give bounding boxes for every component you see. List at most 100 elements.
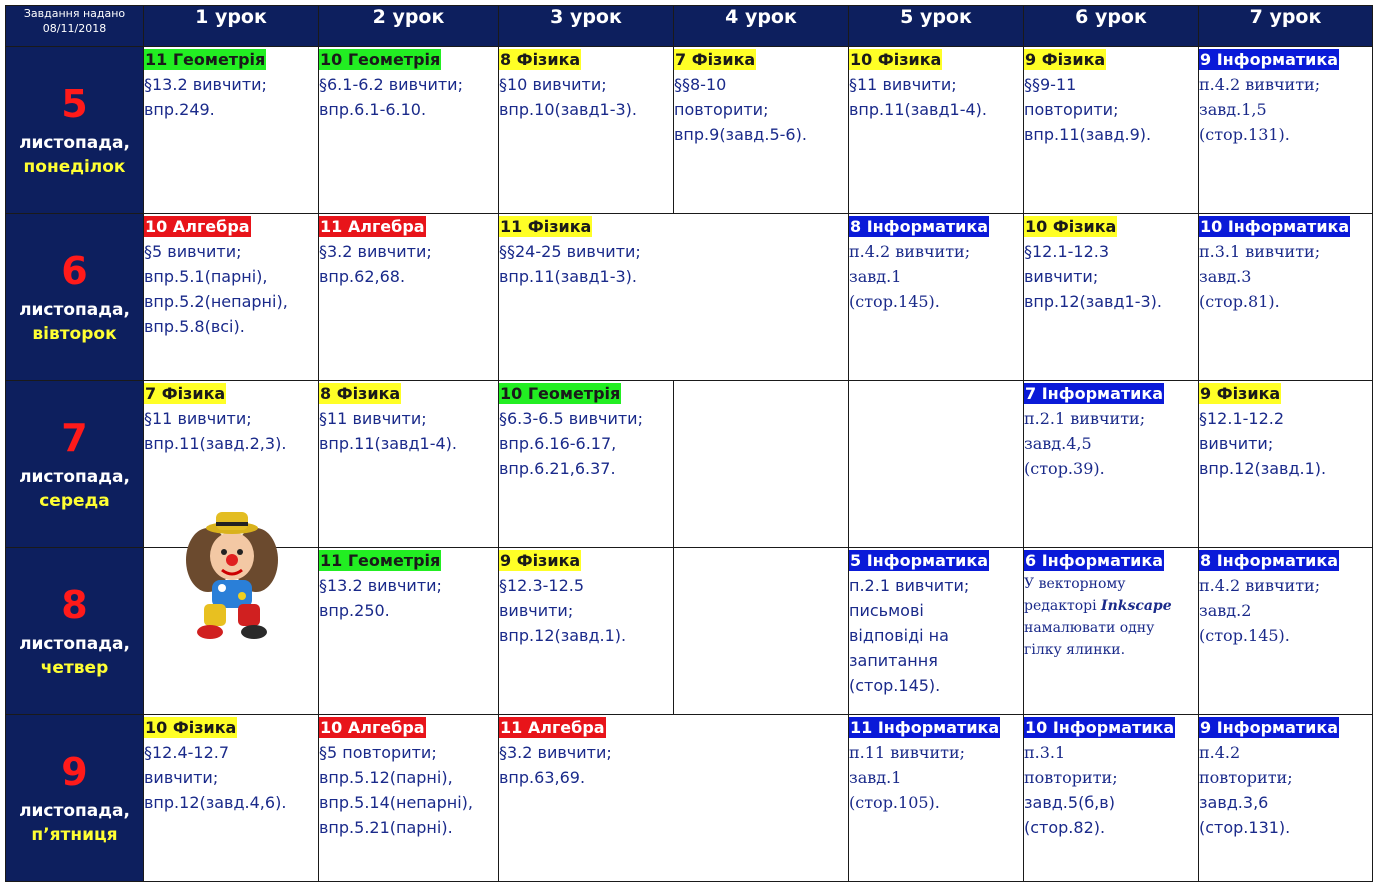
day-number: 5 <box>61 82 88 126</box>
subject-label: 11 Геометрія <box>319 550 442 571</box>
lesson-header-1: 1 урок <box>143 5 319 47</box>
homework-cell: 6 Інформатика У векторному редакторі Inks… <box>1023 547 1199 715</box>
day-month: листопада, <box>19 300 130 320</box>
homework-cell: 10 Фізика §12.1-12.3 вивчити; впр.12(завд… <box>1023 213 1199 381</box>
day-name: середа <box>39 491 110 511</box>
lesson-header-3: 3 урок <box>498 5 674 47</box>
subject-label: 7 Інформатика <box>1024 383 1165 404</box>
homework-text-part: завд.3,6 (стор.131). <box>1199 793 1291 837</box>
subject-label: 8 Фізика <box>499 49 582 70</box>
day-number: 7 <box>61 416 88 460</box>
day-label: 7 листопада, середа <box>5 380 144 548</box>
homework-text-part: У векторному редакторі <box>1024 576 1126 614</box>
lesson-header-7: 7 урок <box>1198 5 1373 47</box>
homework-cell: 10 Інформатика п.3.1 повторити; завд.5(б,… <box>1023 714 1199 882</box>
subject-label: 11 Фізика <box>499 216 593 237</box>
subject-label: 10 Інформатика <box>1024 717 1176 738</box>
homework-cell: 9 Інформатика п.4.2 вивчити; завд.1,5 (ст… <box>1198 46 1373 214</box>
homework-cell: 8 Фізика §11 вивчити; впр.11(завд1-4). <box>318 380 499 548</box>
homework-text: §6.3-6.5 вивчити; впр.6.16-6.17, впр.6.2… <box>499 409 643 478</box>
homework-text: п.4.2 вивчити; завд.1 (стор.145). <box>849 242 971 311</box>
day-row-wednesday: 7 листопада, середа 7 Фізика §11 вивчити;… <box>5 380 1373 548</box>
subject-label: 10 Фізика <box>1024 216 1118 237</box>
homework-text: п.11 вивчити; завд.1 (стор.105). <box>849 743 966 812</box>
day-name: четвер <box>40 658 109 678</box>
subject-label: 10 Інформатика <box>1199 216 1351 237</box>
subject-label: 7 Фізика <box>674 49 757 70</box>
homework-cell: 10 Геометрія §6.1-6.2 вивчити; впр.6.1-6.… <box>318 46 499 214</box>
day-name: понеділок <box>23 157 126 177</box>
subject-label: 10 Алгебра <box>319 717 426 738</box>
empty-cell <box>673 380 849 548</box>
day-month: листопада, <box>19 801 130 821</box>
homework-text: п.3.1 повторити; завд.5(б,в) (стор.82). <box>1024 740 1198 840</box>
subject-label: 11 Геометрія <box>144 49 267 70</box>
homework-cell: 11 Алгебра §3.2 вивчити; впр.63,69. <box>498 714 849 882</box>
day-name: п’ятниця <box>31 825 118 845</box>
subject-label: 10 Фізика <box>144 717 238 738</box>
day-label: 5 листопада, понеділок <box>5 46 144 214</box>
subject-label: 5 Інформатика <box>849 550 990 571</box>
homework-cell: 9 Інформатика п.4.2 повторити; завд.3,6 (… <box>1198 714 1373 882</box>
day-label: 6 листопада, вівторок <box>5 213 144 381</box>
homework-text: §§9-11 повторити; впр.11(завд.9). <box>1024 75 1152 144</box>
homework-text: §10 вивчити; впр.10(завд1-3). <box>499 75 638 119</box>
homework-cell: 9 Фізика §12.3-12.5 вивчити; впр.12(завд.… <box>498 547 674 715</box>
subject-label: 10 Геометрія <box>319 49 442 70</box>
homework-text: §§8-10 повторити; впр.9(завд.5-6). <box>674 75 807 144</box>
homework-text: У векторному редакторі Inkscape намалюва… <box>1024 573 1198 661</box>
homework-cell: 10 Геометрія §6.3-6.5 вивчити; впр.6.16-6… <box>498 380 674 548</box>
homework-cell: 5 Інформатика п.2.1 вивчити; письмові від… <box>848 547 1024 715</box>
homework-text: §13.2 вивчити; впр.250. <box>319 576 442 620</box>
day-label: 9 листопада, п’ятниця <box>5 714 144 882</box>
subject-label: 9 Фізика <box>1024 49 1107 70</box>
subject-label: 6 Інформатика <box>1024 550 1165 571</box>
day-row-monday: 5 листопада, понеділок 11 Геометрія §13.2… <box>5 46 1373 214</box>
empty-cell <box>848 380 1024 548</box>
homework-text: §11 вивчити; впр.11(завд.2,3). <box>144 409 287 453</box>
homework-cell: 9 Фізика §§9-11 повторити; впр.11(завд.9)… <box>1023 46 1199 214</box>
homework-cell: 10 Фізика §11 вивчити; впр.11(завд1-4). <box>848 46 1024 214</box>
homework-text-part: намалювати одну гілку ялинки. <box>1024 620 1155 658</box>
app-name: Inkscape <box>1101 598 1172 614</box>
homework-text-part: п.3.1 повторити; <box>1024 743 1118 787</box>
assigned-date-label: Завдання надано 08/11/2018 <box>5 5 144 47</box>
subject-label: 10 Фізика <box>849 49 943 70</box>
homework-table: Завдання надано 08/11/2018 1 урок 2 урок… <box>5 5 1373 882</box>
subject-label: 8 Інформатика <box>849 216 990 237</box>
homework-cell: 10 Алгебра §5 повторити; впр.5.12(парні),… <box>318 714 499 882</box>
subject-label: 11 Алгебра <box>499 717 606 738</box>
homework-text: §12.4-12.7 вивчити; впр.12(завд.4,6). <box>144 743 287 812</box>
day-row-thursday: 8 листопада, четвер 11 Геометрія §13.2 ви… <box>5 547 1373 715</box>
day-number: 8 <box>61 583 88 627</box>
homework-text: §12.1-12.2 вивчити; впр.12(завд.1). <box>1199 409 1327 478</box>
homework-text: §12.3-12.5 вивчити; впр.12(завд.1). <box>499 576 627 645</box>
homework-cell: 11 Фізика §§24-25 вивчити; впр.11(завд1-3… <box>498 213 849 381</box>
day-number: 9 <box>61 750 88 794</box>
homework-text: §12.1-12.3 вивчити; впр.12(завд1-3). <box>1024 242 1163 311</box>
homework-cell: 9 Фізика §12.1-12.2 вивчити; впр.12(завд.… <box>1198 380 1373 548</box>
subject-label: 11 Інформатика <box>849 717 1001 738</box>
homework-cell: 10 Алгебра §5 вивчити; впр.5.1(парні), вп… <box>143 213 319 381</box>
schedule-sheet: Завдання надано 08/11/2018 1 урок 2 урок… <box>5 5 1373 883</box>
homework-cell: 11 Інформатика п.11 вивчити; завд.1 (стор… <box>848 714 1024 882</box>
subject-label: 9 Фізика <box>499 550 582 571</box>
day-name: вівторок <box>32 324 117 344</box>
subject-label: 9 Фізика <box>1199 383 1282 404</box>
homework-text-part: п.4.2 повторити; <box>1199 743 1293 787</box>
homework-cell: 8 Фізика §10 вивчити; впр.10(завд1-3). <box>498 46 674 214</box>
homework-cell: 7 Фізика §§8-10 повторити; впр.9(завд.5-6… <box>673 46 849 214</box>
lesson-header-5: 5 урок <box>848 5 1024 47</box>
day-month: листопада, <box>19 634 130 654</box>
homework-cell: 7 Інформатика п.2.1 вивчити; завд.4,5 (ст… <box>1023 380 1199 548</box>
homework-text: §5 повторити; впр.5.12(парні), впр.5.14(… <box>319 743 473 837</box>
empty-cell <box>673 547 849 715</box>
homework-text: §6.1-6.2 вивчити; впр.6.1-6.10. <box>319 75 463 119</box>
homework-text: п.2.1 вивчити; письмові відповіді на зап… <box>849 576 970 695</box>
homework-text: п.4.2 вивчити; завд.2 (стор.145). <box>1199 576 1321 645</box>
subject-label: 8 Фізика <box>319 383 402 404</box>
subject-label: 9 Інформатика <box>1199 49 1340 70</box>
subject-label: 10 Геометрія <box>499 383 622 404</box>
subject-label: 8 Інформатика <box>1199 550 1340 571</box>
subject-label: 7 Фізика <box>144 383 227 404</box>
